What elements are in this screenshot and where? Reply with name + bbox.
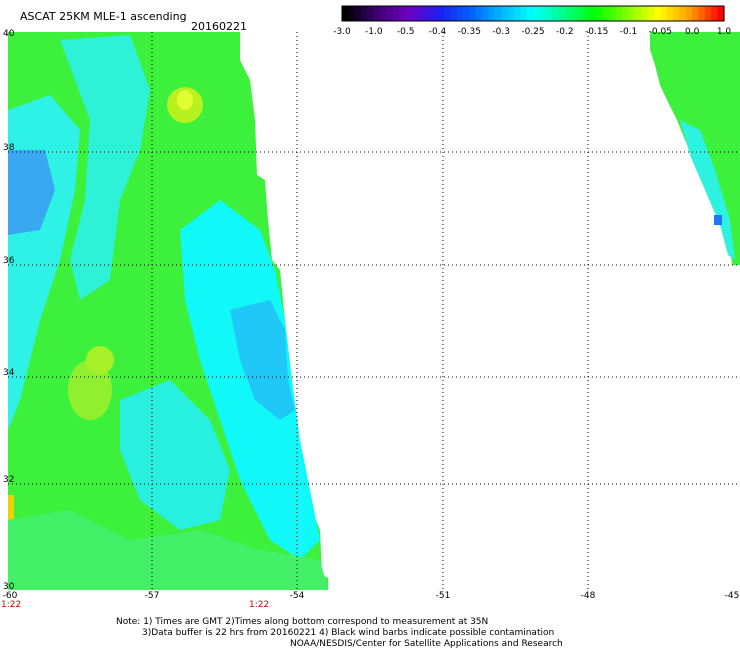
- colorbar-swatch: [450, 6, 458, 21]
- colorbar-swatch: [717, 6, 725, 21]
- colorbar-swatch: [628, 6, 636, 21]
- colorbar-border: [341, 5, 725, 22]
- note-line-2: 3)Data buffer is 22 hrs from 20160221 4)…: [142, 628, 555, 638]
- colorbar-label: -0.25: [521, 27, 545, 37]
- colorbar-swatch: [698, 6, 706, 21]
- colorbar-label: -3.0: [333, 27, 351, 37]
- colorbar-swatch: [456, 6, 464, 21]
- colorbar-swatch: [412, 6, 419, 21]
- colorbar-swatch: [494, 6, 502, 21]
- colorbar-swatch: [348, 6, 356, 21]
- colorbar-swatch: [424, 6, 432, 21]
- colorbar-swatch: [507, 6, 515, 21]
- lat-tick-label: 36: [3, 256, 15, 266]
- note-line-3: NOAA/NESDIS/Center for Satellite Applica…: [290, 639, 563, 649]
- colorbar-swatch: [583, 6, 591, 21]
- colorbar-label: -0.5: [396, 27, 415, 37]
- lat-tick-label: 38: [3, 143, 15, 153]
- colorbar-label: -0.3: [492, 27, 510, 37]
- colorbar-label: -1.0: [365, 27, 383, 37]
- colorbar-swatch: [622, 6, 630, 21]
- colorbar-swatch: [520, 6, 528, 21]
- colorbar-label: -0.2: [556, 27, 574, 37]
- colorbar-swatch: [462, 6, 470, 21]
- colorbar-swatch: [590, 6, 598, 21]
- colorbar-swatch: [666, 6, 674, 21]
- colorbar-swatch: [647, 6, 655, 21]
- colorbar-swatch: [533, 6, 540, 21]
- colorbar-swatch: [513, 6, 521, 21]
- colorbar-swatch: [609, 6, 617, 21]
- right-swath: [650, 32, 740, 265]
- lon-tick-label: -48: [580, 591, 596, 601]
- colorbar-swatch: [571, 6, 579, 21]
- colorbar-swatch: [653, 6, 661, 21]
- graticule: [8, 32, 738, 590]
- lon-tick-label: -45: [724, 591, 740, 601]
- colorbar-label: -0.15: [585, 27, 609, 37]
- colorbar-swatch: [641, 6, 649, 21]
- colorbar-swatch: [577, 6, 585, 21]
- colorbar-swatch: [431, 6, 439, 21]
- colorbar-swatch: [685, 6, 693, 21]
- lon-tick-label: -60: [2, 591, 18, 601]
- lon-tick-label: -54: [289, 591, 305, 601]
- time-label: 1:22: [1, 600, 22, 610]
- colorbar-label: -0.35: [457, 27, 481, 37]
- colorbar-swatch: [526, 6, 534, 21]
- colorbar-swatch: [558, 6, 566, 21]
- colorbar-swatch: [373, 6, 381, 21]
- colorbar-swatch: [342, 6, 349, 21]
- colorbar-swatch: [539, 6, 547, 21]
- colorbar-swatch: [399, 6, 407, 21]
- colorbar-swatch: [361, 6, 369, 21]
- colorbar-swatch: [392, 6, 400, 21]
- colorbar-swatch: [704, 6, 712, 21]
- colorbar-swatch: [418, 6, 426, 21]
- colorbar-swatch: [386, 6, 394, 21]
- colorbar-label: -0.05: [648, 27, 672, 37]
- colorbar-swatch: [660, 6, 668, 21]
- colorbar-swatch: [596, 6, 604, 21]
- colorbar-swatch: [634, 6, 642, 21]
- colorbar-swatch: [552, 6, 560, 21]
- colorbar-swatch: [405, 6, 413, 21]
- colorbar-label: -0.1: [619, 27, 638, 37]
- left-swath: [8, 32, 328, 590]
- colorbar-swatch: [673, 6, 681, 21]
- colorbar-swatch: [469, 6, 477, 21]
- colorbar-swatch: [443, 6, 451, 21]
- colorbar-swatch: [692, 6, 700, 21]
- lat-tick-label: 34: [3, 368, 15, 378]
- colorbar-swatch: [615, 6, 623, 21]
- colorbar-swatch: [488, 6, 496, 21]
- colorbar-swatch: [564, 6, 572, 21]
- lon-tick-label: -57: [144, 591, 160, 601]
- colorbar-swatch: [475, 6, 483, 21]
- map-date: 20160221: [191, 20, 247, 33]
- lon-tick-label: -51: [435, 591, 451, 601]
- colorbar-label: 1.0: [716, 27, 732, 37]
- colorbar-swatch: [354, 6, 362, 21]
- colorbar-swatch: [679, 6, 687, 21]
- lat-tick-label: 30: [3, 582, 15, 592]
- colorbar-swatch: [711, 6, 719, 21]
- lat-tick-label: 40: [3, 29, 15, 39]
- time-label: 1:22: [249, 600, 270, 610]
- colorbar-swatch: [437, 6, 445, 21]
- colorbar: [341, 5, 725, 22]
- colorbar-label: -0.4: [428, 27, 447, 37]
- colorbar-label: 0.0: [684, 27, 700, 37]
- map-title: ASCAT 25KM MLE-1 ascending: [20, 10, 187, 23]
- lat-tick-label: 32: [3, 475, 15, 485]
- colorbar-swatch: [482, 6, 490, 21]
- colorbar-swatch: [501, 6, 509, 21]
- colorbar-swatch: [367, 6, 375, 21]
- note-line-1: Note: 1) Times are GMT 2)Times along bot…: [116, 617, 489, 627]
- colorbar-swatch: [545, 6, 553, 21]
- colorbar-swatch: [380, 6, 388, 21]
- colorbar-swatch: [603, 6, 610, 21]
